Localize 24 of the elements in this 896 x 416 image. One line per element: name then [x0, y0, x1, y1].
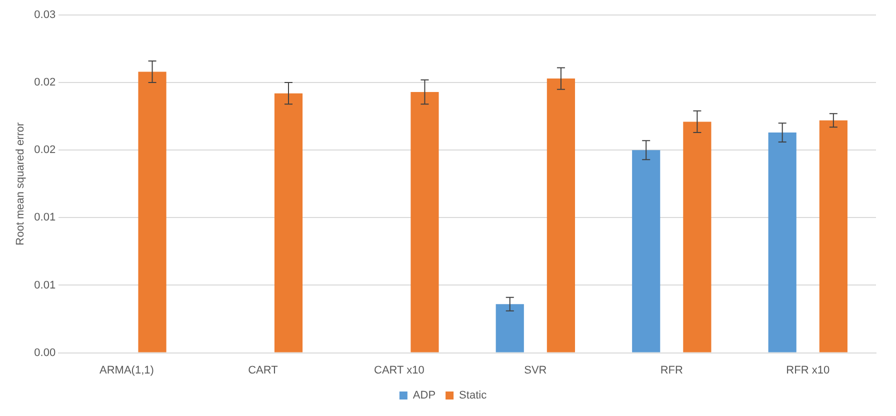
- bar: [632, 150, 660, 352]
- bar: [138, 72, 166, 352]
- y-tick-label: 0.02: [34, 144, 56, 156]
- y-axis-title: Root mean squared error: [14, 122, 27, 246]
- x-tick-label: CART x10: [374, 364, 424, 376]
- bar: [410, 92, 439, 352]
- y-tick-label: 0.03: [34, 9, 56, 22]
- legend-label: ADP: [412, 390, 436, 402]
- bar: [274, 93, 303, 352]
- bar: [768, 132, 796, 352]
- y-tick-label: 0.01: [34, 212, 56, 224]
- bar: [683, 122, 712, 352]
- bar: [496, 304, 524, 352]
- x-tick-label: SVR: [524, 364, 547, 376]
- bar: [546, 78, 576, 352]
- legend-label: Static: [459, 390, 488, 402]
- y-tick-label: 0.00: [34, 346, 56, 359]
- y-tick-label: 0.01: [34, 279, 56, 292]
- x-tick-label: RFR x10: [786, 364, 830, 376]
- x-tick-label: RFR: [660, 364, 684, 376]
- x-tick-label: ARMA(1,1): [100, 364, 154, 376]
- y-tick-label: 0.02: [34, 76, 56, 89]
- bar: [819, 120, 848, 352]
- x-tick-label: CART: [248, 364, 278, 376]
